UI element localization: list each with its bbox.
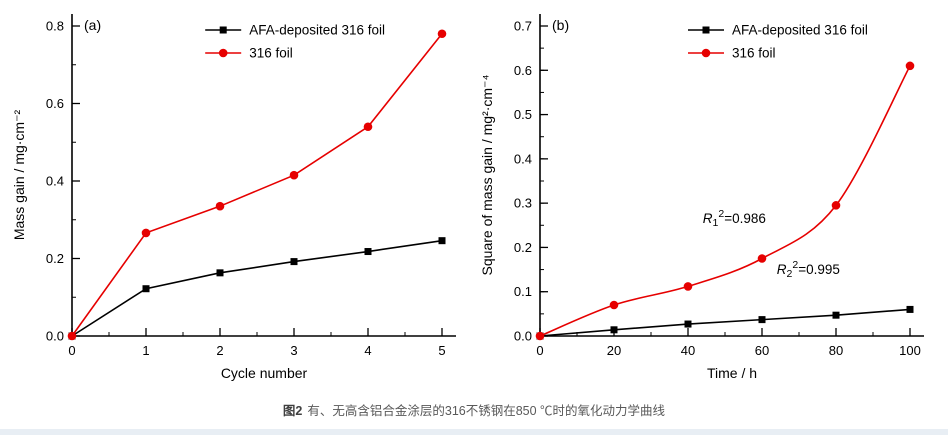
figure-caption: 图2 有、无高含铝合金涂层的316不锈钢在850 ℃时的氧化动力学曲线 [0,403,948,419]
svg-text:5: 5 [438,343,445,358]
svg-text:0.8: 0.8 [46,19,64,34]
svg-text:0.4: 0.4 [46,174,64,189]
svg-text:R22=0.995: R22=0.995 [777,259,840,280]
chart-a-canvas: 0 1 2 3 4 5 0.0 0.2 0.4 0.6 0.8 Cycle number Mass ga… [11,14,456,381]
svg-text:(b): (b) [552,17,569,33]
svg-text:AFA-deposited 316 foil: AFA-deposited 316 foil [249,23,385,38]
svg-text:0: 0 [536,343,543,358]
chart-b-canvas: 0 20 40 60 80 100 0.0 0.1 0.2 0.3 0.4 0.5 0.6 0.7 Time… [479,14,924,381]
svg-text:20: 20 [607,343,621,358]
svg-text:0.4: 0.4 [514,151,532,166]
svg-text:Square of mass gain / mg²·cm⁻⁴: Square of mass gain / mg²·cm⁻⁴ [479,75,495,276]
svg-text:100: 100 [899,343,921,358]
svg-text:316 foil: 316 foil [732,46,776,61]
svg-text:316 foil: 316 foil [249,46,293,61]
svg-text:0.2: 0.2 [46,251,64,266]
charts-row: 0 1 2 3 4 5 0.0 0.2 0.4 0.6 0.8 Cycle number Mass ga… [8,2,938,397]
svg-text:AFA-deposited 316 foil: AFA-deposited 316 foil [732,23,868,38]
svg-text:0.0: 0.0 [46,329,64,344]
chart-panel-b: 0 20 40 60 80 100 0.0 0.1 0.2 0.3 0.4 0.5 0.6 0.7 Time… [476,2,938,397]
svg-text:0.2: 0.2 [514,240,532,255]
svg-text:80: 80 [829,343,843,358]
svg-text:0: 0 [68,343,75,358]
svg-text:0.7: 0.7 [514,19,532,34]
svg-text:0.3: 0.3 [514,196,532,211]
svg-text:Time / h: Time / h [707,365,757,381]
svg-text:60: 60 [755,343,769,358]
svg-text:1: 1 [142,343,149,358]
figure-caption-tag: 图2 [282,404,303,418]
svg-text:0.5: 0.5 [514,107,532,122]
svg-text:0.6: 0.6 [46,96,64,111]
svg-text:(a): (a) [84,17,101,33]
svg-text:3: 3 [290,343,297,358]
svg-text:0.0: 0.0 [514,329,532,344]
chart-panel-a: 0 1 2 3 4 5 0.0 0.2 0.4 0.6 0.8 Cycle number Mass ga… [8,2,470,397]
svg-text:R12=0.986: R12=0.986 [703,208,766,229]
svg-text:4: 4 [364,343,371,358]
svg-text:0.6: 0.6 [514,63,532,78]
svg-text:0.1: 0.1 [514,284,532,299]
svg-text:Cycle number: Cycle number [221,365,308,381]
svg-text:Mass gain / mg·cm⁻²: Mass gain / mg·cm⁻² [11,110,27,241]
figure-caption-text: 有、无高含铝合金涂层的316不锈钢在850 ℃时的氧化动力学曲线 [307,404,666,418]
svg-text:2: 2 [216,343,223,358]
page-footer-strip [0,429,948,435]
svg-text:40: 40 [681,343,695,358]
